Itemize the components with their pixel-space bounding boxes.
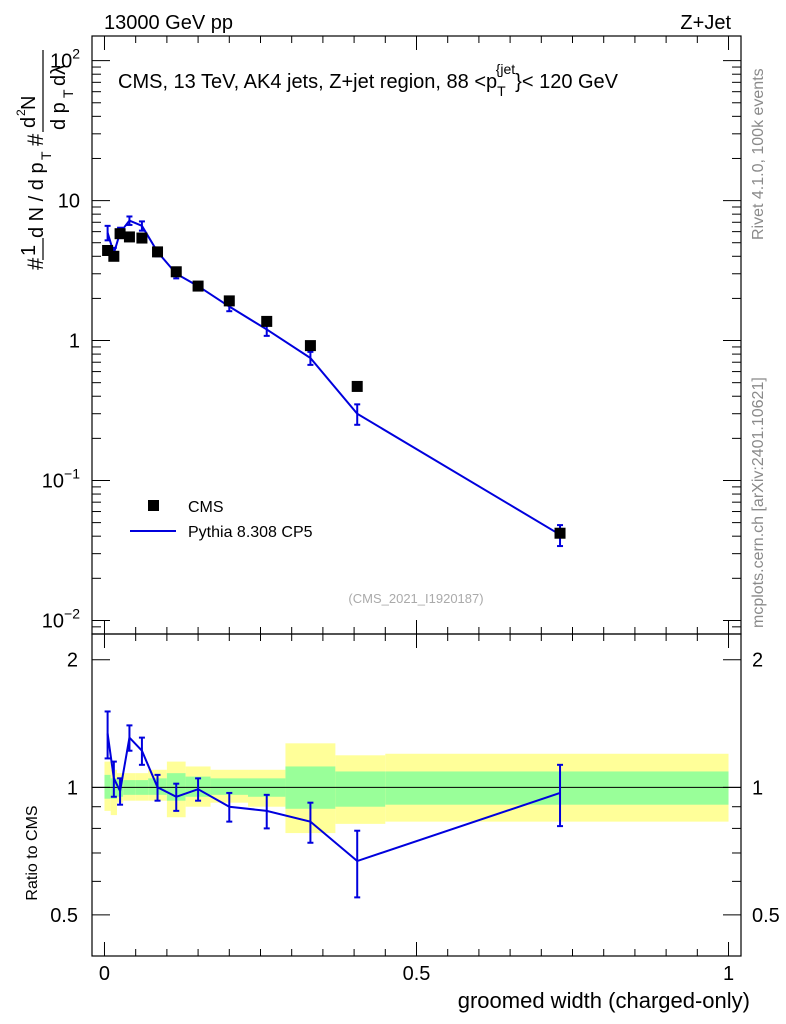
x-tick-label: 1 [723, 963, 734, 985]
data-series [102, 215, 566, 899]
cms-point [304, 340, 316, 352]
ratio-y-tick-label-left: 0.5 [50, 905, 78, 927]
svg-text:d N / d p: d N / d p [26, 162, 48, 238]
ratio-band-green [335, 771, 386, 807]
rivet-version-label: Rivet 4.1.0, 100k events [750, 68, 767, 240]
cms-point [192, 280, 204, 292]
svg-text:1: 1 [18, 245, 40, 256]
cms-point [136, 232, 148, 244]
legend-cms-marker [148, 500, 159, 511]
legend: CMS Pythia 8.308 CP5 [130, 499, 313, 541]
main-panel-border [91, 35, 742, 635]
main-y-tick-label: 1 [69, 331, 80, 353]
ratio-y-axis-label: Ratio to CMS [24, 805, 41, 900]
main-panel-frame [91, 35, 742, 635]
ratio-band-green [104, 774, 111, 799]
main-y-tick-label: 10−1 [42, 465, 80, 492]
svg-text:dλ: dλ [48, 65, 70, 86]
ratio-y-tick-label-right: 0.5 [752, 905, 780, 927]
cms-point [102, 244, 114, 256]
main-y-tick-label: 10−2 [42, 605, 80, 632]
cms-point [152, 246, 164, 258]
cms-point [223, 295, 235, 307]
x-axis-label: groomed width (charged-only) [458, 988, 750, 1013]
cms-point [351, 380, 363, 392]
svg-text:d: d [18, 117, 40, 128]
svg-text:d p: d p [48, 102, 70, 130]
ratio-y-tick-label-left: 2 [67, 650, 78, 672]
analysis-id: (CMS_2021_I1920187) [348, 591, 483, 606]
axis-tick-labels: 0 0.5 1 10−2 10−1 1 10 102 0.5 0.5 1 1 2 2 [42, 46, 780, 985]
svg-text:T: T [60, 89, 76, 98]
plot-title: CMS, 13 TeV, AK4 jets, Z+jet region, 88 … [118, 61, 619, 99]
svg-text:T: T [38, 151, 54, 160]
mcplots-label: mcplots.cern.ch [arXiv:2401.10621] [750, 377, 767, 628]
legend-pythia-label: Pythia 8.308 CP5 [188, 524, 313, 541]
ratio-y-tick-label-left: 1 [67, 777, 78, 799]
cms-point [170, 266, 182, 278]
svg-text:#: # [23, 257, 48, 270]
main-y-tick-label: 10 [58, 191, 80, 213]
cms-point [108, 250, 120, 262]
axis-ticks [92, 36, 741, 957]
cms-point [123, 231, 135, 243]
energy-label: 13000 GeV pp [104, 12, 233, 34]
cms-point [114, 228, 126, 240]
x-tick-label: 0.5 [403, 963, 431, 985]
ratio-y-tick-label-right: 1 [752, 777, 763, 799]
cms-point [261, 315, 273, 327]
process-label: Z+Jet [680, 12, 731, 34]
ratio-band-green [210, 778, 249, 795]
ratio-y-tick-label-right: 2 [752, 650, 763, 672]
main-y-axis-label: # 1 d N / d p T # d 2 N d p T dλ [14, 50, 76, 270]
svg-text:2: 2 [14, 109, 28, 116]
ratio-band-green [385, 771, 729, 805]
cms-point [554, 527, 566, 539]
legend-cms-label: CMS [188, 499, 224, 516]
svg-text:N: N [18, 96, 40, 110]
main-y-tick-label: 102 [50, 46, 80, 73]
x-tick-label: 0 [99, 963, 110, 985]
svg-text:#: # [23, 133, 48, 146]
ratio-uncertainty-bands [92, 743, 741, 834]
